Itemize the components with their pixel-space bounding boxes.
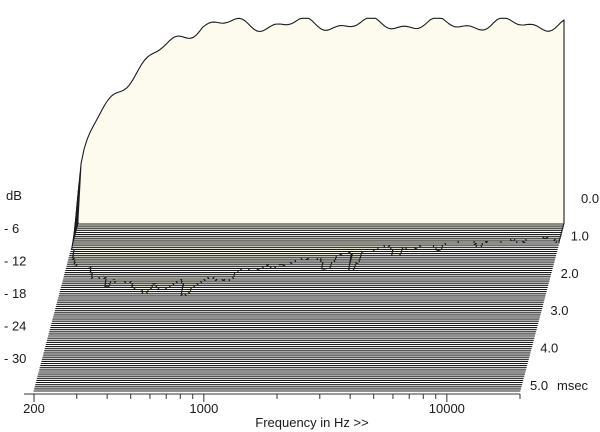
frequency-tick-label: 1000 [189, 401, 218, 416]
db-tick-label: - 24 [4, 319, 26, 334]
decay-slice [77, 17, 565, 225]
decay-slices [33, 17, 565, 392]
time-tick-labels: 0.0 1.0 2.0 3.0 4.0 5.0 [530, 191, 599, 393]
db-tick-label: - 12 [4, 254, 26, 269]
time-tick-label: 3.0 [550, 303, 568, 318]
db-axis-title: dB [6, 188, 22, 203]
db-axis: dB - 6 - 12 - 18 - 24 - 30 [4, 188, 26, 366]
db-tick-labels: - 6 - 12 - 18 - 24 - 30 [4, 221, 26, 366]
time-tick-label: 5.0 [530, 378, 548, 393]
frequency-tick-labels: 200 1000 10000 [23, 401, 465, 416]
frequency-axis: 200 1000 10000 Frequency in Hz >> [23, 393, 521, 430]
db-tick-label: - 18 [4, 286, 26, 301]
db-tick-label: - 30 [4, 351, 26, 366]
time-tick-label: 0.0 [581, 191, 599, 206]
decay-slice [59, 277, 547, 293]
decay-slice [59, 284, 547, 295]
time-axis: 0.0 1.0 2.0 3.0 4.0 5.0 msec [530, 191, 599, 393]
time-axis-unit: msec [557, 378, 589, 393]
time-tick-label: 2.0 [561, 266, 579, 281]
time-tick-label: 4.0 [540, 341, 558, 356]
frequency-tick-label: 200 [23, 401, 45, 416]
frequency-tick-label: 10000 [429, 401, 465, 416]
db-tick-label: - 6 [4, 221, 19, 236]
frequency-axis-ticks [33, 394, 521, 402]
frequency-axis-title: Frequency in Hz >> [255, 415, 368, 430]
decay-slice [58, 292, 546, 297]
time-tick-label: 1.0 [571, 228, 589, 243]
